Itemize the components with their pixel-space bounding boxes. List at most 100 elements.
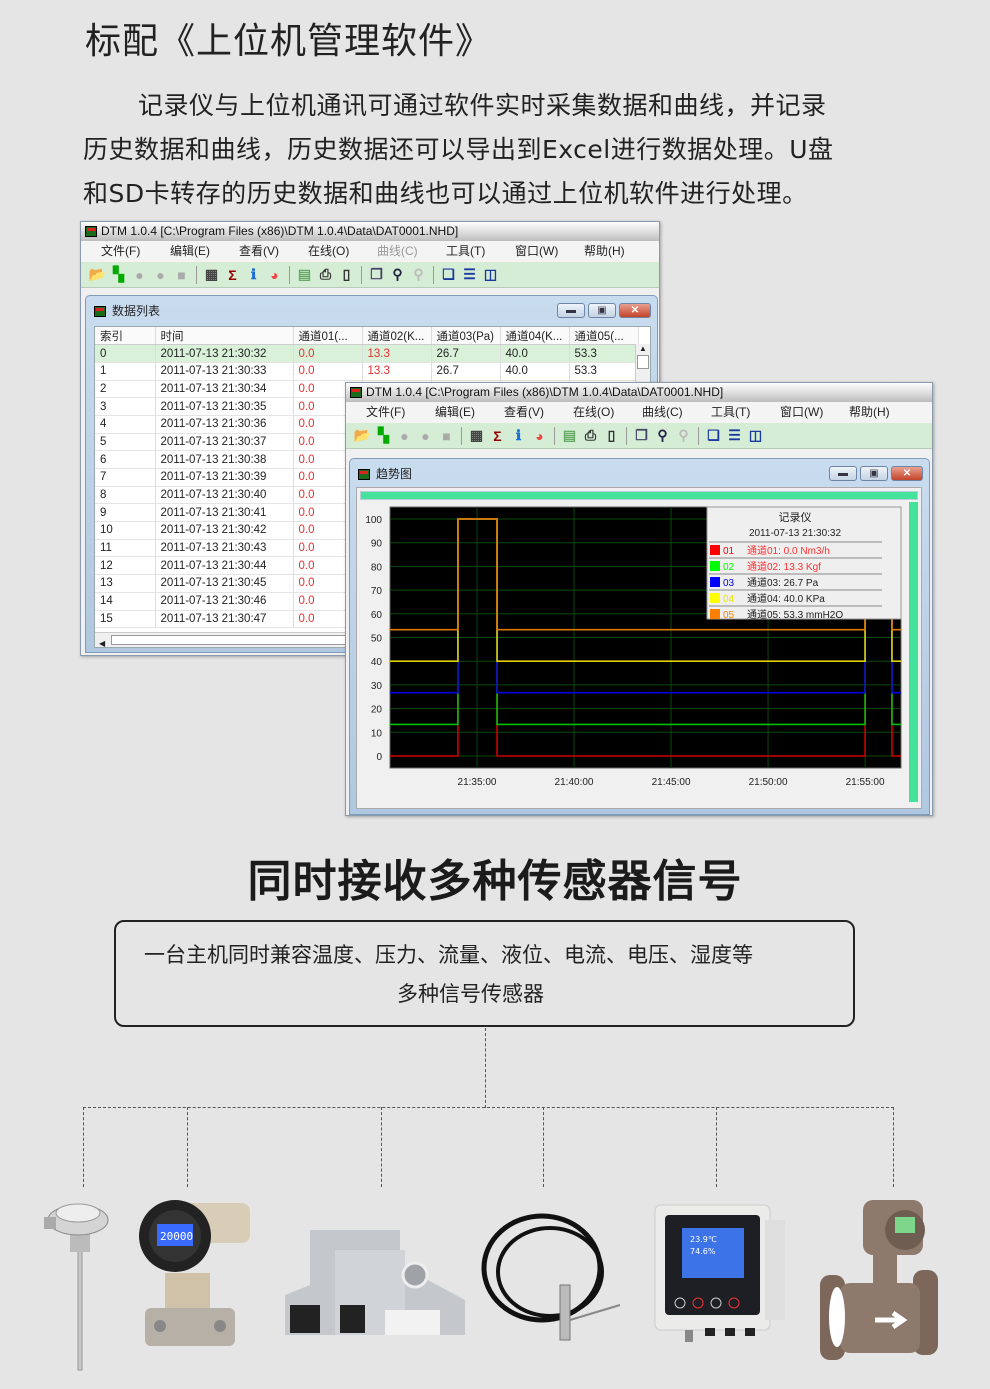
chart-icon[interactable]: ▚ [113, 266, 124, 282]
x-tick-label: 21:50:00 [749, 777, 788, 788]
pause-icon[interactable]: ● [421, 427, 430, 444]
copy-icon[interactable]: ❐ [635, 427, 648, 443]
menu-item[interactable]: 工具(T) [711, 405, 751, 419]
close-button[interactable]: ✕ [619, 303, 651, 318]
pie-icon[interactable]: ◕ [270, 266, 279, 283]
cascade-icon[interactable]: ❏ [442, 266, 455, 282]
menu-item[interactable]: 曲线(C) [377, 244, 418, 258]
menu-item[interactable]: 窗口(W) [515, 244, 559, 258]
menu-item[interactable]: 编辑(E) [170, 244, 210, 258]
legend-entry: 通道01: 0.0 Nm3/h [747, 544, 830, 557]
value-scroll-bar[interactable] [909, 502, 918, 802]
table-cell: 2011-07-13 21:30:33 [155, 362, 294, 381]
legend-code: 04 [723, 594, 735, 605]
record-icon[interactable]: ● [400, 427, 409, 444]
scrollbar-thumb[interactable] [111, 635, 361, 645]
zoom-icon[interactable]: ⚲ [657, 427, 668, 443]
pause-icon[interactable]: ● [156, 266, 165, 283]
x-tick-label: 21:35:00 [458, 777, 497, 788]
column-header[interactable]: 时间 [155, 327, 294, 346]
table-cell: 7 [95, 468, 156, 487]
table-icon[interactable]: ▦ [469, 427, 484, 443]
zoom-disabled-icon[interactable]: ⚲ [413, 266, 424, 282]
sigma-icon[interactable]: Σ [493, 427, 502, 444]
table-cell: 14 [95, 592, 156, 611]
pie-icon[interactable]: ◕ [535, 427, 544, 444]
table-cell: 0 [95, 344, 156, 363]
column-header[interactable]: 通道01(... [293, 327, 363, 346]
toolbar-separator [626, 426, 627, 445]
open-folder-icon[interactable]: 📂 [353, 427, 372, 443]
table-cell: 4 [95, 415, 156, 434]
table-cell: 6 [95, 450, 156, 469]
description-line-2: 多种信号传感器 [397, 982, 544, 1006]
menu-item[interactable]: 文件(F) [366, 405, 406, 419]
print-icon[interactable]: ⎙ [319, 266, 332, 282]
minimize-button[interactable]: ▬ [829, 466, 857, 481]
cascade-icon[interactable]: ❏ [707, 427, 720, 443]
connector-line [543, 1107, 544, 1187]
record-icon[interactable]: ● [135, 266, 144, 283]
print-icon[interactable]: ⎙ [584, 427, 597, 443]
stop-icon[interactable]: ■ [442, 427, 451, 444]
table-row[interactable]: 0 2011-07-13 21:30:32 0.0 13.3 26.7 40.0 53.3 [95, 344, 639, 363]
maximize-button[interactable]: ▣ [588, 303, 616, 318]
export-icon[interactable]: ▤ [562, 427, 577, 443]
export-icon[interactable]: ▤ [297, 266, 312, 282]
menu-item[interactable]: 文件(F) [101, 244, 141, 258]
column-header[interactable]: 通道02(K... [362, 327, 432, 346]
menu-item[interactable]: 帮助(H) [584, 244, 625, 258]
menu-item[interactable]: 窗口(W) [780, 405, 824, 419]
stop-icon[interactable]: ■ [177, 266, 186, 283]
menu-item[interactable]: 工具(T) [446, 244, 486, 258]
menu-item[interactable]: 查看(V) [504, 405, 544, 419]
toolbar-separator [196, 265, 197, 284]
table-cell: 2 [95, 380, 156, 399]
copy-icon[interactable]: ❐ [370, 266, 383, 282]
chart-icon[interactable]: ▚ [378, 427, 389, 443]
column-header[interactable]: 索引 [95, 327, 156, 346]
table-cell: 13.3 [362, 344, 432, 363]
close-button[interactable]: ✕ [891, 466, 923, 481]
column-header[interactable]: 通道03(Pa) [431, 327, 501, 346]
menu-item[interactable]: 在线(O) [308, 244, 350, 258]
tile-vertical-icon[interactable]: ◫ [748, 427, 763, 443]
description-line-1: 一台主机同时兼容温度、压力、流量、液位、电流、电压、湿度等 [144, 943, 753, 967]
maximize-button[interactable]: ▣ [860, 466, 888, 481]
menu-item[interactable]: 帮助(H) [849, 405, 890, 419]
table-cell: 2011-07-13 21:30:47 [155, 610, 294, 629]
zoom-icon[interactable]: ⚲ [392, 266, 403, 282]
open-folder-icon[interactable]: 📂 [88, 266, 107, 282]
menu-bar: 文件(F) 编辑(E) 查看(V) 在线(O) 曲线(C) 工具(T) 窗口(W) 帮助(H) [81, 241, 659, 262]
table-cell: 2011-07-13 21:30:42 [155, 521, 294, 540]
preview-icon[interactable]: ▯ [342, 266, 351, 282]
menu-item[interactable]: 曲线(C) [642, 405, 683, 419]
sigma-icon[interactable]: Σ [228, 266, 237, 283]
title-bar: DTM 1.0.4 [C:\Program Files (x86)\DTM 1.… [81, 222, 659, 241]
table-cell: 8 [95, 486, 156, 505]
menu-item[interactable]: 查看(V) [239, 244, 279, 258]
preview-icon[interactable]: ▯ [607, 427, 616, 443]
minimize-button[interactable]: ▬ [557, 303, 585, 318]
column-header[interactable]: 通道04(K... [500, 327, 570, 346]
menu-item[interactable]: 编辑(E) [435, 405, 475, 419]
zoom-disabled-icon[interactable]: ⚲ [678, 427, 689, 443]
tile-vertical-icon[interactable]: ◫ [483, 266, 498, 282]
table-icon[interactable]: ▦ [204, 266, 219, 282]
menu-item[interactable]: 在线(O) [573, 405, 615, 419]
info-icon[interactable]: ℹ [515, 427, 522, 443]
tile-horizontal-icon[interactable]: ☰ [728, 427, 741, 443]
legend-swatch [710, 561, 720, 571]
tile-horizontal-icon[interactable]: ☰ [463, 266, 476, 282]
table-cell: 26.7 [431, 344, 501, 363]
scrollbar-thumb[interactable] [637, 355, 649, 369]
time-scroll-bar[interactable] [360, 491, 918, 500]
toolbar-separator [289, 265, 290, 284]
info-icon[interactable]: ℹ [250, 266, 257, 282]
toolbar-separator [554, 426, 555, 445]
table-cell: 2011-07-13 21:30:34 [155, 380, 294, 399]
column-header[interactable]: 通道05(... [569, 327, 639, 346]
table-cell: 15 [95, 610, 156, 629]
table-row[interactable]: 1 2011-07-13 21:30:33 0.0 13.3 26.7 40.0 53.3 [95, 362, 639, 381]
connector-line [83, 1107, 894, 1108]
